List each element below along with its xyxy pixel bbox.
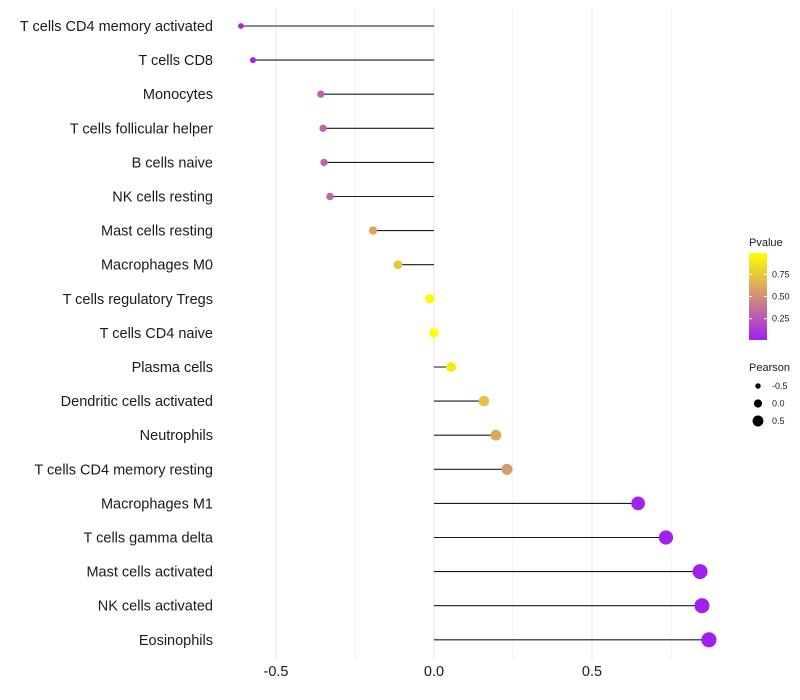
y-axis-labels: T cells CD4 memory activated T cells CD8 M… <box>20 19 214 649</box>
size-legend-title: Pearson <box>749 362 790 374</box>
color-legend-bar <box>749 253 767 340</box>
size-legend-dot <box>752 415 764 427</box>
point <box>238 23 244 29</box>
color-legend-title: Pvalue <box>749 237 783 249</box>
size-legend-label: 0.0 <box>772 399 785 409</box>
y-tick-label: Neutrophils <box>140 428 213 444</box>
color-legend-label: 0.25 <box>772 314 790 324</box>
y-tick-label: Macrophages M0 <box>101 258 213 274</box>
x-tick-label: 0.0 <box>424 664 444 680</box>
point <box>658 530 674 545</box>
stems <box>240 25 709 641</box>
x-tick-label: 0.5 <box>582 664 602 680</box>
x-axis-ticks: -0.5 0.0 0.5 <box>264 664 603 680</box>
point <box>501 463 513 475</box>
size-legend-label: -0.5 <box>772 381 788 391</box>
point <box>393 260 403 270</box>
grid-lines <box>275 8 672 660</box>
y-tick-label: T cells regulatory Tregs <box>63 292 213 308</box>
point <box>478 395 490 407</box>
legend: Pvalue 0.25 0.50 0.75 Pearson -0.5 0.0 0.5 <box>749 237 790 427</box>
point <box>320 158 328 167</box>
size-legend-dot <box>755 383 761 389</box>
point <box>429 328 439 338</box>
point <box>319 124 327 132</box>
y-tick-label: T cells CD8 <box>138 53 213 69</box>
point <box>446 362 457 372</box>
y-tick-label: Plasma cells <box>132 360 213 376</box>
color-legend-label: 0.75 <box>772 269 790 279</box>
y-tick-label: Eosinophils <box>139 633 213 649</box>
color-legend-label: 0.50 <box>772 292 790 302</box>
y-tick-label: Macrophages M1 <box>101 496 213 512</box>
point <box>368 226 378 235</box>
y-tick-label: T cells CD4 memory resting <box>34 462 213 478</box>
y-tick-label: Mast cells resting <box>101 224 213 240</box>
point <box>694 598 710 614</box>
point <box>425 294 435 304</box>
x-tick-label: -0.5 <box>264 664 289 680</box>
point <box>490 429 502 441</box>
size-legend-dot <box>753 399 763 408</box>
points <box>238 23 717 648</box>
y-tick-label: Monocytes <box>143 87 213 103</box>
point <box>317 90 325 98</box>
y-tick-label: NK cells activated <box>98 599 213 615</box>
y-tick-label: T cells follicular helper <box>70 121 213 137</box>
point <box>326 192 334 201</box>
y-tick-label: Dendritic cells activated <box>61 394 213 410</box>
point <box>701 632 717 648</box>
y-tick-label: T cells CD4 naive <box>100 326 213 342</box>
point <box>249 57 256 64</box>
point <box>692 564 708 580</box>
y-tick-label: T cells CD4 memory activated <box>20 19 213 35</box>
y-tick-label: T cells gamma delta <box>84 531 214 547</box>
y-tick-label: B cells naive <box>132 155 213 171</box>
point <box>631 496 646 511</box>
y-tick-label: Mast cells activated <box>86 565 213 581</box>
y-tick-label: NK cells resting <box>112 190 213 206</box>
size-legend-label: 0.5 <box>772 416 785 426</box>
